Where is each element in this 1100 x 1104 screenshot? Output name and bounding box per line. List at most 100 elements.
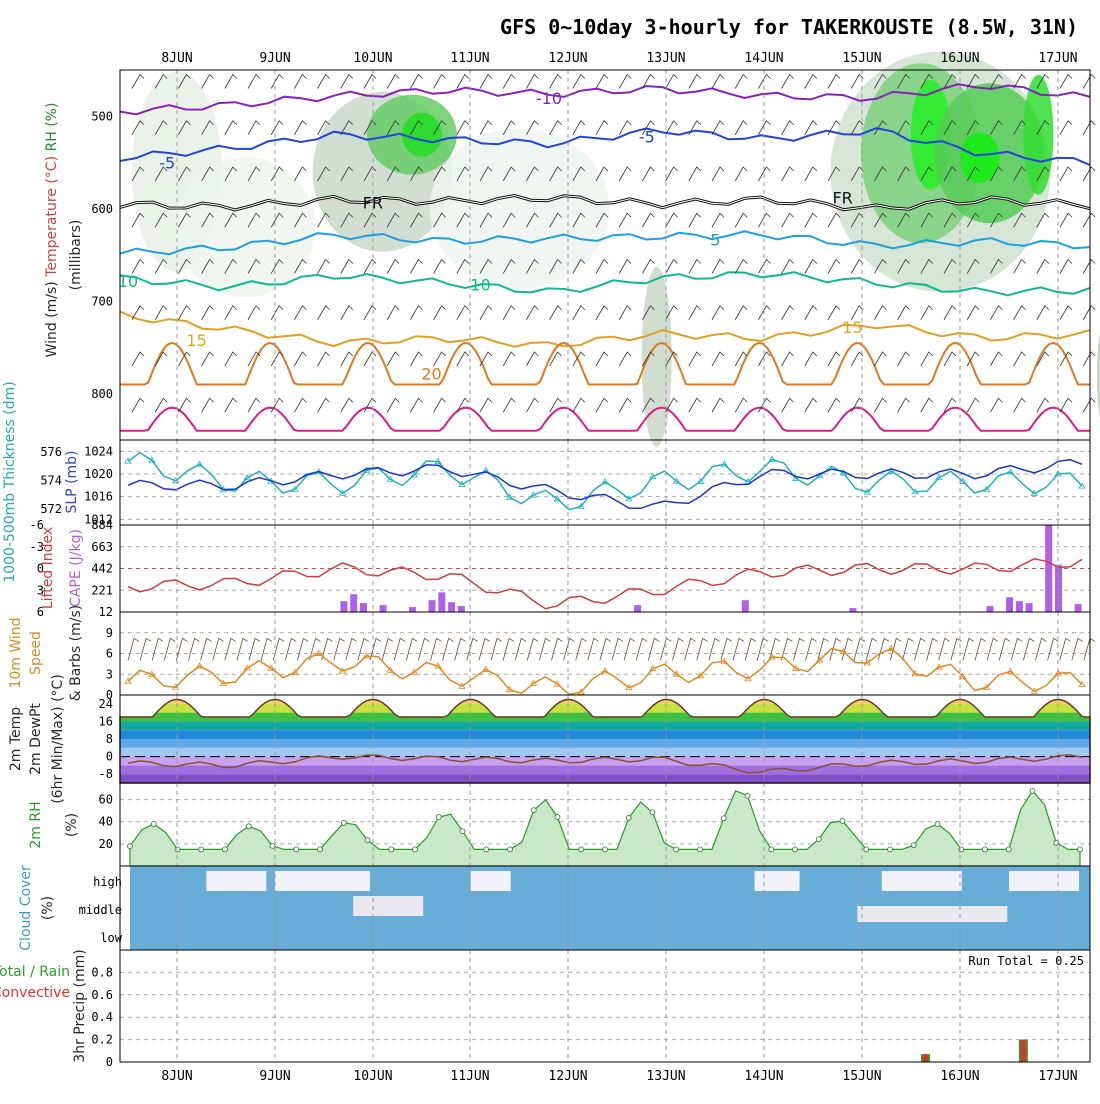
- wind-barb: [897, 73, 910, 89]
- wind-barb: [479, 305, 493, 320]
- date-label-top: 14JUN: [744, 51, 783, 66]
- wind-barb: [433, 258, 446, 274]
- wind-barb: [827, 258, 841, 274]
- wind-barb: [850, 305, 864, 320]
- wind-speed-line: [127, 647, 1083, 696]
- wind-barb: [1036, 305, 1050, 320]
- wind-barb: [224, 258, 238, 274]
- wind-barb: [665, 397, 678, 413]
- wind-barb: [874, 258, 887, 274]
- thickness-line-marker: [720, 460, 728, 467]
- cloud-tick: high: [93, 875, 122, 889]
- pressure-tick: 500: [91, 109, 113, 123]
- wind-speed-line-marker: [625, 683, 633, 691]
- axis-label-li: Lifted Index: [40, 527, 56, 609]
- wind-barb: [781, 397, 794, 413]
- wind-barb: [990, 258, 1003, 274]
- wind-barb-10m: [224, 637, 237, 661]
- wind-barb: [479, 73, 493, 89]
- wind-barb: [758, 351, 771, 367]
- wind-barb: [920, 120, 934, 135]
- wind-barb: [1059, 351, 1073, 367]
- rh-point: [863, 846, 870, 853]
- wind-barb: [433, 305, 446, 320]
- cape-bar: [741, 600, 749, 612]
- wind-barb: [502, 305, 516, 320]
- wind-speed-line-marker: [362, 652, 371, 659]
- pressure-tick: 800: [91, 387, 113, 401]
- axis-label-slp: SLP (mb): [64, 450, 80, 513]
- pressure-tick: 600: [91, 202, 113, 216]
- wind-barb: [920, 397, 934, 413]
- wind-barb: [850, 120, 864, 135]
- wind-barb: [688, 212, 702, 228]
- cape-bar: [1045, 525, 1053, 612]
- wind-barb-10m: [599, 637, 612, 661]
- wind-barb: [665, 212, 678, 228]
- date-label-bottom: 12JUN: [548, 1069, 587, 1084]
- cape-bar: [1025, 603, 1033, 612]
- axis-label-wind-a: 10m Wind: [8, 617, 24, 688]
- wind-barb: [874, 212, 887, 228]
- cape-tick: 221: [91, 583, 113, 597]
- wind-barb-10m: [744, 637, 757, 661]
- temp-band: [120, 721, 1090, 731]
- cape-bar: [457, 606, 465, 612]
- wind-barb: [294, 73, 307, 89]
- wind-barb: [502, 73, 516, 89]
- wind-barb-10m: [647, 637, 660, 661]
- wind-speed-line-marker: [792, 664, 800, 671]
- rh-point: [625, 815, 632, 821]
- wind-barb: [154, 351, 168, 367]
- isotherm-FR-inner: [119, 194, 1091, 211]
- wind-speed-line-marker: [1030, 687, 1039, 694]
- wind-barb: [502, 120, 516, 135]
- wind-barb: [734, 212, 748, 228]
- wind-barb: [897, 305, 910, 320]
- wind-barb-10m: [454, 637, 466, 661]
- rh-point: [1005, 846, 1012, 853]
- wind-barb-10m: [841, 637, 854, 661]
- wind-barb: [224, 305, 238, 320]
- wind-barb-10m: [442, 637, 454, 661]
- rh-shading: [1096, 332, 1100, 419]
- axis-label-temp-c-part: (6hr Min/Max) (°C): [50, 674, 66, 804]
- wind-barb: [1036, 351, 1050, 367]
- wind-barb: [943, 397, 957, 413]
- dewpoint-line: [127, 754, 1083, 774]
- precip-tick: 0.6: [91, 988, 113, 1002]
- wind-barb-10m: [902, 637, 914, 661]
- cape-tick: 442: [91, 562, 113, 576]
- rh-tick: 60: [99, 793, 113, 807]
- date-label-bottom: 8JUN: [161, 1069, 192, 1084]
- panel-frame: [119, 949, 1091, 1063]
- wind-barb: [178, 73, 191, 89]
- run-total-label: Run Total = 0.25: [968, 954, 1084, 968]
- wind-barb: [433, 73, 446, 89]
- wind-barb: [386, 212, 400, 228]
- wind-barb: [665, 351, 678, 367]
- wind-barb: [178, 212, 191, 228]
- wind-barb: [224, 120, 238, 135]
- wind-barb-10m: [708, 637, 721, 661]
- wind-barb: [595, 166, 609, 182]
- wind-barb-10m: [768, 637, 781, 661]
- wind-barb: [595, 351, 609, 367]
- wind-barb: [502, 212, 516, 228]
- wind-barb: [642, 351, 655, 367]
- wind-barb: [618, 166, 632, 182]
- wind-barb: [990, 120, 1003, 135]
- wind-barb-10m: [865, 637, 878, 661]
- pressure-tick: 700: [91, 294, 113, 308]
- wind-barb: [572, 120, 586, 135]
- wind-barb: [758, 73, 771, 89]
- wind-barb: [317, 305, 330, 320]
- temp-band: [120, 730, 1090, 739]
- wind-barb-10m: [1035, 637, 1047, 661]
- wind-barb: [294, 351, 307, 367]
- chart-title: GFS 0~10day 3-hourly for TAKERKOUSTE (8.…: [500, 15, 1078, 39]
- axis-label-temp-b: 2m DewPt: [28, 703, 44, 775]
- temp-tick: -8: [99, 767, 113, 781]
- wind-barb: [201, 73, 214, 89]
- precip-conv-bar: [922, 1054, 928, 1062]
